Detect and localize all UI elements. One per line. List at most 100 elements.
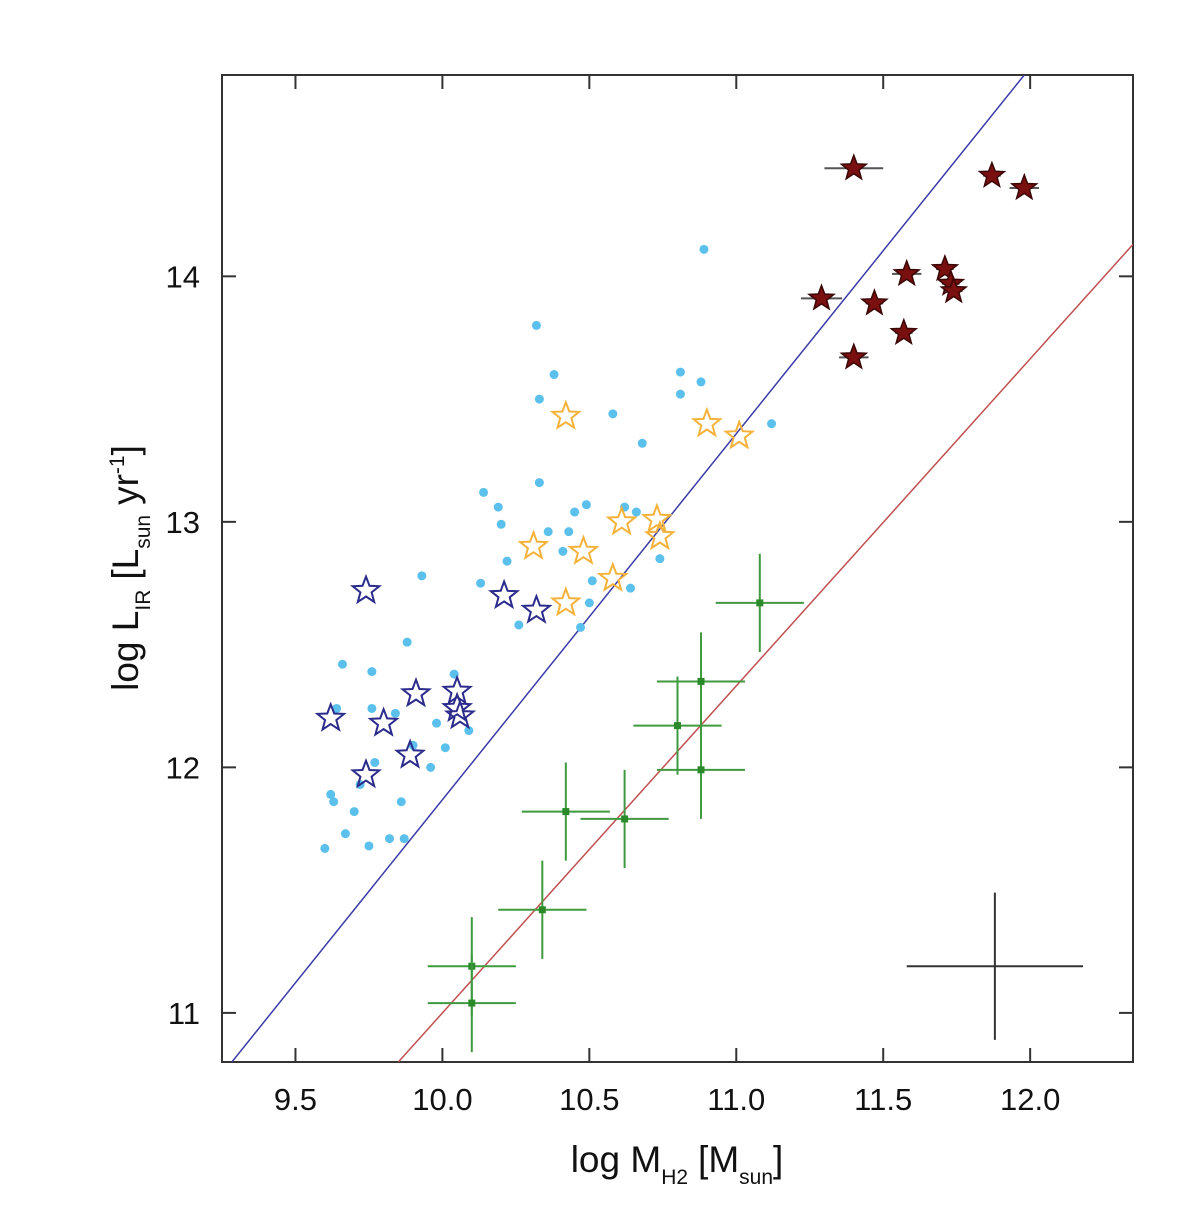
star [549, 586, 582, 617]
point [756, 599, 764, 607]
point [364, 841, 374, 851]
point [625, 583, 635, 593]
star [441, 691, 474, 723]
point [564, 527, 574, 537]
y-axis-label: log LIR [Lsun yr-1] [105, 445, 155, 691]
x-axis-label: log MH2 [Msun] [571, 1139, 784, 1189]
star [690, 406, 723, 438]
star [314, 701, 347, 732]
star [399, 676, 433, 708]
y-tick-label: 12 [166, 750, 200, 785]
point [675, 389, 685, 399]
point [479, 487, 489, 497]
point [549, 370, 559, 380]
point [326, 789, 336, 799]
point [570, 507, 580, 517]
x-tick-label: 11.5 [854, 1082, 912, 1117]
point [655, 554, 665, 564]
x-axis-label-part: H2 [661, 1166, 688, 1189]
point [697, 677, 705, 685]
point [621, 815, 629, 823]
point [440, 743, 450, 753]
point [349, 807, 359, 817]
point [674, 722, 681, 730]
star [596, 561, 629, 592]
star [605, 505, 638, 536]
point [543, 527, 553, 537]
point [496, 519, 506, 529]
point [637, 438, 647, 448]
y-axis-label-part: ] [105, 445, 146, 455]
fit-line [397, 243, 1133, 1062]
point [502, 556, 512, 566]
point [337, 659, 347, 669]
star [939, 275, 969, 304]
y-tick-label: 14 [166, 259, 200, 294]
point [396, 797, 406, 807]
star [892, 258, 922, 287]
x-tick-label: 12.0 [1000, 1082, 1060, 1117]
point [675, 367, 685, 377]
point [538, 906, 546, 914]
point [534, 394, 544, 404]
point [767, 419, 777, 429]
plot-frame [221, 74, 1134, 1063]
point [320, 843, 330, 853]
star [367, 706, 400, 737]
point [468, 999, 476, 1007]
star [394, 738, 427, 769]
point [476, 578, 486, 588]
y-axis-label-part: IR [132, 590, 155, 611]
star [977, 160, 1007, 188]
x-tick-label: 10.0 [412, 1082, 472, 1117]
axes: 9.5 10.0 10.5 11.0 11.5 12.0 11 12 13 14 log MH2 [M… [105, 75, 1133, 1189]
y-axis-label-part: log L [105, 611, 146, 691]
y-axis-label-part: [L [105, 549, 146, 580]
point [531, 320, 541, 330]
star [567, 534, 600, 565]
star [930, 253, 960, 282]
x-axis-label-part: log M [571, 1139, 661, 1180]
point [432, 718, 442, 728]
x-tick-label: 9.5 [274, 1082, 317, 1117]
x-axis-label-part: sun [739, 1166, 773, 1189]
point [385, 834, 395, 844]
star [549, 399, 582, 430]
point [587, 576, 597, 586]
point [399, 834, 409, 844]
plot-area [230, 75, 1133, 1062]
x-axis-label-part: ] [773, 1139, 783, 1180]
point [332, 703, 342, 713]
star [1009, 172, 1039, 201]
star [488, 578, 521, 610]
x-tick-label: 11.0 [707, 1082, 765, 1117]
point [696, 377, 706, 387]
star [859, 288, 889, 316]
point [699, 244, 709, 254]
star [520, 593, 553, 624]
point [464, 726, 474, 736]
point [697, 766, 705, 774]
star [349, 757, 383, 789]
point [576, 622, 586, 632]
star [643, 519, 676, 551]
star [839, 153, 869, 181]
point [367, 703, 377, 713]
point [340, 829, 350, 839]
point [608, 409, 618, 419]
point [558, 546, 568, 556]
x-tick-label: 10.5 [559, 1082, 619, 1117]
star [443, 698, 477, 730]
star [839, 342, 869, 370]
y-tick-label: 11 [168, 996, 200, 1031]
point [514, 620, 524, 630]
y-tick-label: 13 [166, 505, 200, 540]
point [390, 708, 400, 718]
point [581, 500, 591, 510]
point [329, 797, 339, 807]
point [493, 502, 503, 512]
point [370, 757, 380, 767]
star [807, 283, 836, 311]
point [417, 571, 427, 581]
